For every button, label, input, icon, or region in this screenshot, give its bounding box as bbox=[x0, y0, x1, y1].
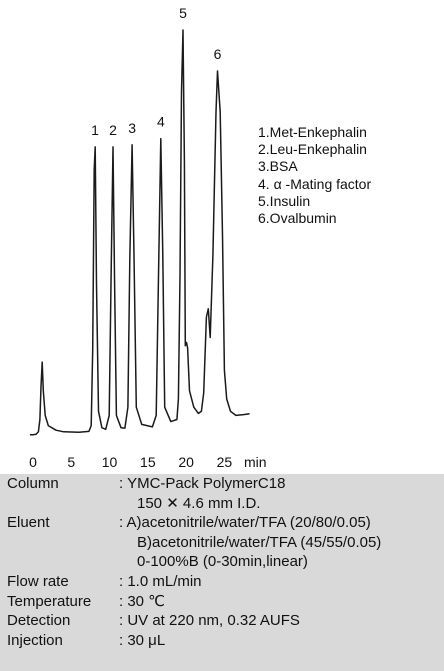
condition-row: Flow rate : 1.0 mL/min bbox=[0, 572, 444, 592]
legend-item: 4. α -Mating factor bbox=[258, 175, 372, 192]
condition-value: : A)acetonitrile/water/TFA (20/80/0.05) bbox=[119, 514, 371, 532]
peak-label: 2 bbox=[109, 122, 117, 138]
legend-item: 6.Ovalbumin bbox=[258, 210, 337, 227]
condition-label: Column bbox=[7, 475, 59, 492]
peak-label: 6 bbox=[214, 46, 222, 62]
legend-item: 2.Leu-Enkephalin bbox=[258, 141, 367, 158]
condition-label: Temperature bbox=[7, 592, 92, 610]
peak-label: 5 bbox=[179, 5, 187, 21]
condition-row: Temperature : 30 ℃ bbox=[0, 592, 444, 612]
peak-label: 4 bbox=[157, 114, 165, 130]
conditions-panel: Column : YMC-Pack PolymerC18 150 ✕ 4.6 mm … bbox=[0, 474, 444, 671]
condition-label: Detection bbox=[7, 612, 71, 630]
legend-item: 1.Met-Enkephalin bbox=[258, 124, 367, 140]
condition-value: 150 ✕ 4.6 mm I.D. bbox=[137, 494, 261, 512]
condition-row: Column : YMC-Pack PolymerC18 150 ✕ 4.6 mm … bbox=[0, 474, 444, 513]
condition-values: : UV at 220 nm, 0.32 AUFS bbox=[119, 611, 444, 631]
chromatogram-chart: 1 2 3 4 5 6 0 5 10 15 20 25 min bbox=[29, 5, 266, 470]
condition-label: Eluent bbox=[7, 514, 50, 532]
condition-value: : 30 μL bbox=[119, 631, 166, 649]
condition-label: Flow rate bbox=[7, 572, 69, 590]
condition-row: Injection : 30 μL bbox=[0, 631, 444, 651]
peak-label: 3 bbox=[128, 120, 136, 136]
peak-legend: 1.Met-Enkephalin 2.Leu-Enkephalin 3.BSA … bbox=[258, 124, 371, 227]
x-tick-label: 5 bbox=[67, 454, 75, 470]
condition-values: : 30 μL bbox=[119, 631, 444, 651]
legend-item: 3.BSA bbox=[258, 158, 298, 175]
chromatogram-trace-layer bbox=[29, 29, 250, 436]
condition-values: : YMC-Pack PolymerC18 150 ✕ 4.6 mm I.D. bbox=[119, 474, 444, 513]
chromatogram-trace bbox=[29, 29, 250, 436]
x-tick-label: 0 bbox=[29, 454, 37, 470]
condition-value: : 1.0 mL/min bbox=[119, 572, 202, 590]
legend-item: 5.Insulin bbox=[258, 192, 311, 209]
condition-value: 0-100%B (0-30min,linear) bbox=[137, 553, 308, 571]
condition-value: B)acetonitrile/water/TFA (45/55/0.05) bbox=[137, 533, 382, 551]
condition-label: Injection bbox=[7, 631, 63, 649]
condition-value: : UV at 220 nm, 0.32 AUFS bbox=[119, 612, 300, 630]
condition-value: : YMC-Pack PolymerC18 bbox=[119, 475, 286, 492]
x-tick-label: 15 bbox=[140, 454, 156, 470]
x-axis: 0 5 10 15 20 25 min bbox=[29, 454, 266, 470]
x-tick-label: 20 bbox=[178, 454, 194, 470]
condition-row: Eluent : A)acetonitrile/water/TFA (20/80/… bbox=[0, 513, 444, 572]
condition-values: : 30 ℃ bbox=[119, 592, 444, 612]
x-axis-unit: min bbox=[244, 454, 267, 470]
x-tick-label: 10 bbox=[102, 454, 118, 470]
condition-row: Detection : UV at 220 nm, 0.32 AUFS bbox=[0, 611, 444, 631]
x-tick-label: 25 bbox=[217, 454, 233, 470]
peak-labels: 1 2 3 4 5 6 bbox=[91, 5, 221, 138]
condition-value: : 30 ℃ bbox=[119, 592, 166, 610]
condition-values: : 1.0 mL/min bbox=[119, 572, 444, 592]
condition-values: : A)acetonitrile/water/TFA (20/80/0.05) B… bbox=[119, 513, 444, 572]
peak-label: 1 bbox=[91, 122, 99, 138]
